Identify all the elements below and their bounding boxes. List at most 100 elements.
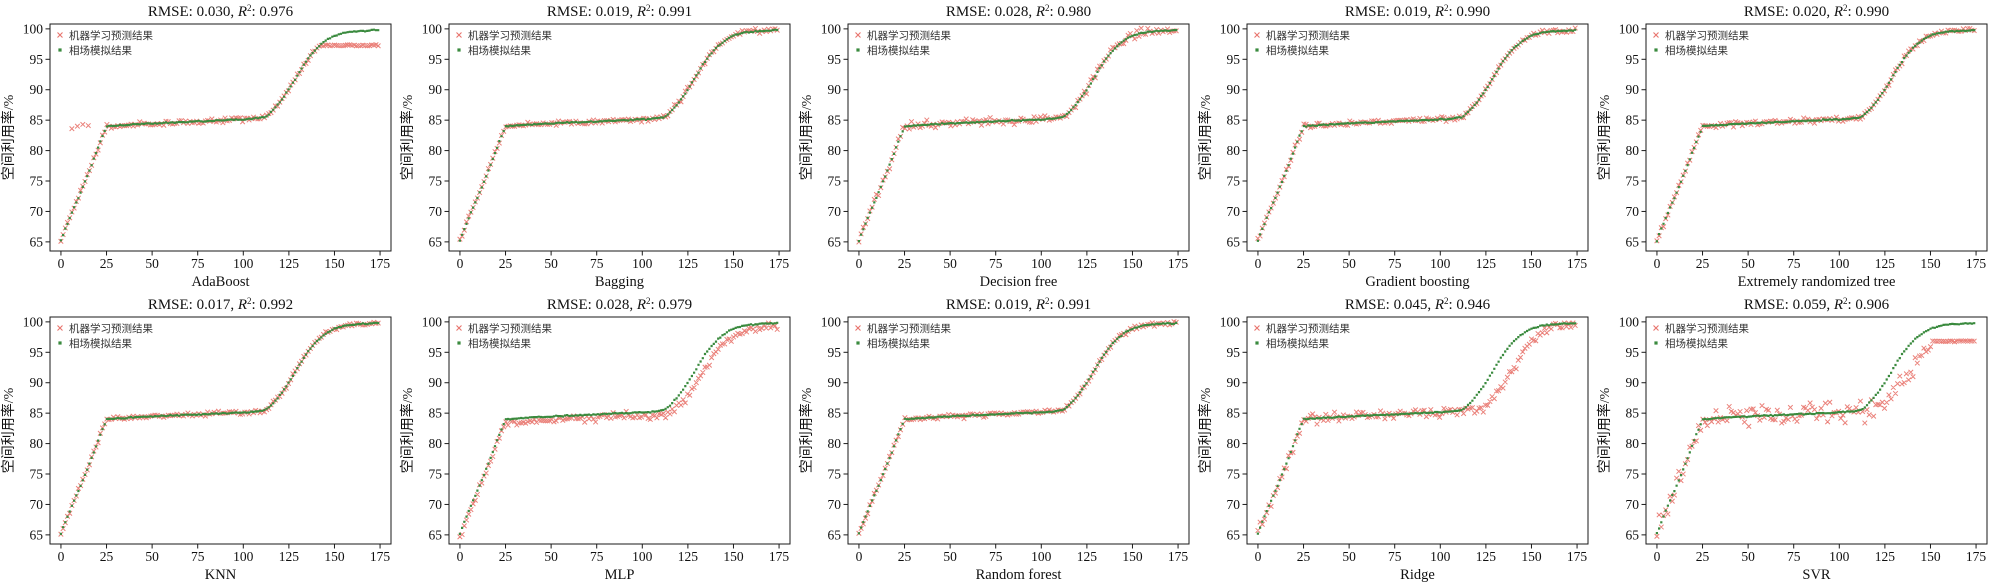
legend-ml-marker-icon bbox=[456, 325, 462, 331]
y-tick-label: 90 bbox=[1227, 375, 1241, 390]
legend-pf-marker-icon bbox=[856, 48, 860, 52]
subplot-random-forest: RMSE: 0.019, R2: 0.991 0 25 50 75 100 125 150 17… bbox=[798, 293, 1197, 586]
x-tick-label: 125 bbox=[279, 549, 300, 564]
x-tick-label: 75 bbox=[1388, 549, 1402, 564]
x-tick-label: 25 bbox=[898, 549, 912, 564]
y-tick-label: 85 bbox=[828, 113, 842, 128]
subplot-svr: RMSE: 0.059, R2: 0.906 0 25 50 75 100 125 150 17… bbox=[1596, 293, 1995, 586]
y-tick-label: 70 bbox=[828, 204, 842, 219]
y-tick-label: 75 bbox=[1626, 174, 1640, 189]
x-tick-label: 0 bbox=[856, 256, 863, 271]
plot-frame bbox=[1645, 23, 1988, 252]
y-tick-label: 65 bbox=[429, 234, 443, 249]
subplot-title: RMSE: 0.019, R2: 0.991 bbox=[946, 296, 1091, 313]
subplot-adaboost: RMSE: 0.030, R2: 0.976 0 25 50 75 100 125 150 17… bbox=[0, 0, 399, 293]
y-tick-label: 75 bbox=[828, 174, 842, 189]
x-tick-label: 150 bbox=[324, 256, 345, 271]
ml-prediction-series bbox=[1654, 338, 1977, 539]
x-tick-label: 125 bbox=[678, 549, 699, 564]
x-tick-label: 100 bbox=[1031, 256, 1052, 271]
y-tick-label: 100 bbox=[422, 314, 443, 329]
x-tick-label: 75 bbox=[590, 256, 604, 271]
legend-ml-label: 机器学习预测结果 bbox=[468, 322, 552, 335]
x-tick-label: 50 bbox=[544, 256, 558, 271]
subplot-knn: RMSE: 0.017, R2: 0.992 0 25 50 75 100 125 150 17… bbox=[0, 293, 399, 586]
x-tick-label: 125 bbox=[1875, 549, 1896, 564]
subplot-title: RMSE: 0.028, R2: 0.980 bbox=[946, 3, 1091, 20]
x-tick-label: 50 bbox=[145, 549, 159, 564]
subplot-ridge: RMSE: 0.045, R2: 0.946 0 25 50 75 100 125 150 17… bbox=[1197, 293, 1596, 586]
y-tick-label: 70 bbox=[1227, 204, 1241, 219]
y-tick-label: 80 bbox=[30, 143, 44, 158]
ml-prediction-series bbox=[58, 42, 381, 244]
x-tick-label: 75 bbox=[989, 549, 1003, 564]
phase-field-series bbox=[1655, 29, 1976, 243]
y-tick-label: 75 bbox=[429, 467, 443, 482]
legend-ml-marker-icon bbox=[1254, 325, 1260, 331]
x-tick-label: 25 bbox=[1696, 256, 1710, 271]
phase-field-series bbox=[458, 28, 779, 242]
y-tick-label: 85 bbox=[1626, 406, 1640, 421]
plot-canvas-bagging: RMSE: 0.019, R2: 0.991 0 25 50 75 100 125 150 17… bbox=[399, 3, 791, 290]
x-tick-label: 50 bbox=[1741, 549, 1755, 564]
y-tick-label: 80 bbox=[1626, 436, 1640, 451]
y-tick-label: 65 bbox=[1626, 527, 1640, 542]
y-axis-label: 空间利用率/% bbox=[1596, 387, 1613, 473]
legend-pf-marker-icon bbox=[457, 48, 461, 52]
x-tick-label: 75 bbox=[191, 549, 205, 564]
x-axis-label: Decision free bbox=[980, 274, 1058, 290]
x-tick-label: 150 bbox=[1521, 549, 1542, 564]
legend-ml-marker-icon bbox=[57, 32, 63, 38]
x-axis-label: Ridge bbox=[1400, 567, 1435, 583]
x-tick-label: 175 bbox=[1966, 549, 1987, 564]
y-tick-label: 70 bbox=[1227, 497, 1241, 512]
phase-field-series bbox=[1655, 322, 1976, 535]
legend-pf-marker-icon bbox=[1255, 48, 1259, 52]
y-axis-label: 空间利用率/% bbox=[399, 94, 416, 180]
y-tick-label: 70 bbox=[828, 497, 842, 512]
legend-pf-marker-icon bbox=[58, 48, 62, 52]
subplot-extremely-randomized-tree: RMSE: 0.020, R2: 0.990 0 25 50 75 100 125 150 17… bbox=[1596, 0, 1995, 293]
y-tick-label: 95 bbox=[30, 52, 44, 67]
legend-pf-marker-icon bbox=[856, 341, 860, 345]
y-tick-label: 100 bbox=[1619, 21, 1640, 36]
y-tick-label: 100 bbox=[23, 21, 44, 36]
plot-canvas-random-forest: RMSE: 0.019, R2: 0.991 0 25 50 75 100 125 150 17… bbox=[798, 296, 1190, 583]
legend-pf-marker-icon bbox=[457, 341, 461, 345]
x-tick-label: 125 bbox=[1077, 256, 1098, 271]
legend-ml-marker-icon bbox=[57, 325, 63, 331]
x-tick-label: 75 bbox=[191, 256, 205, 271]
y-tick-label: 90 bbox=[429, 82, 443, 97]
x-tick-label: 150 bbox=[1122, 256, 1143, 271]
plot-canvas-ridge: RMSE: 0.045, R2: 0.946 0 25 50 75 100 125 150 17… bbox=[1197, 296, 1589, 583]
x-tick-label: 25 bbox=[1297, 549, 1311, 564]
y-tick-label: 75 bbox=[429, 174, 443, 189]
ml-prediction-series bbox=[1255, 320, 1578, 534]
y-axis-label: 空间利用率/% bbox=[1197, 94, 1214, 180]
ml-prediction-series bbox=[1255, 25, 1578, 242]
x-tick-label: 50 bbox=[1342, 256, 1356, 271]
x-tick-label: 50 bbox=[943, 549, 957, 564]
x-tick-label: 125 bbox=[1476, 549, 1497, 564]
y-tick-label: 85 bbox=[30, 113, 44, 128]
subplot-title: RMSE: 0.030, R2: 0.976 bbox=[148, 3, 294, 20]
y-tick-label: 75 bbox=[1227, 174, 1241, 189]
legend-pf-label: 相场模拟结果 bbox=[468, 337, 531, 350]
phase-field-series bbox=[1256, 322, 1577, 535]
y-tick-label: 65 bbox=[429, 527, 443, 542]
x-tick-label: 25 bbox=[898, 256, 912, 271]
y-tick-label: 95 bbox=[828, 345, 842, 360]
x-tick-label: 25 bbox=[1696, 549, 1710, 564]
subplot-title: RMSE: 0.019, R2: 0.990 bbox=[1345, 3, 1490, 20]
legend-pf-marker-icon bbox=[1255, 341, 1259, 345]
x-tick-label: 100 bbox=[1430, 256, 1451, 271]
y-tick-label: 85 bbox=[1227, 113, 1241, 128]
y-tick-label: 65 bbox=[1626, 234, 1640, 249]
x-axis-label: AdaBoost bbox=[192, 274, 250, 290]
legend-ml-marker-icon bbox=[1653, 325, 1659, 331]
y-tick-label: 95 bbox=[1227, 52, 1241, 67]
y-tick-label: 65 bbox=[1227, 527, 1241, 542]
y-tick-label: 70 bbox=[30, 497, 44, 512]
y-tick-label: 80 bbox=[429, 143, 443, 158]
ml-prediction-series bbox=[856, 319, 1179, 536]
